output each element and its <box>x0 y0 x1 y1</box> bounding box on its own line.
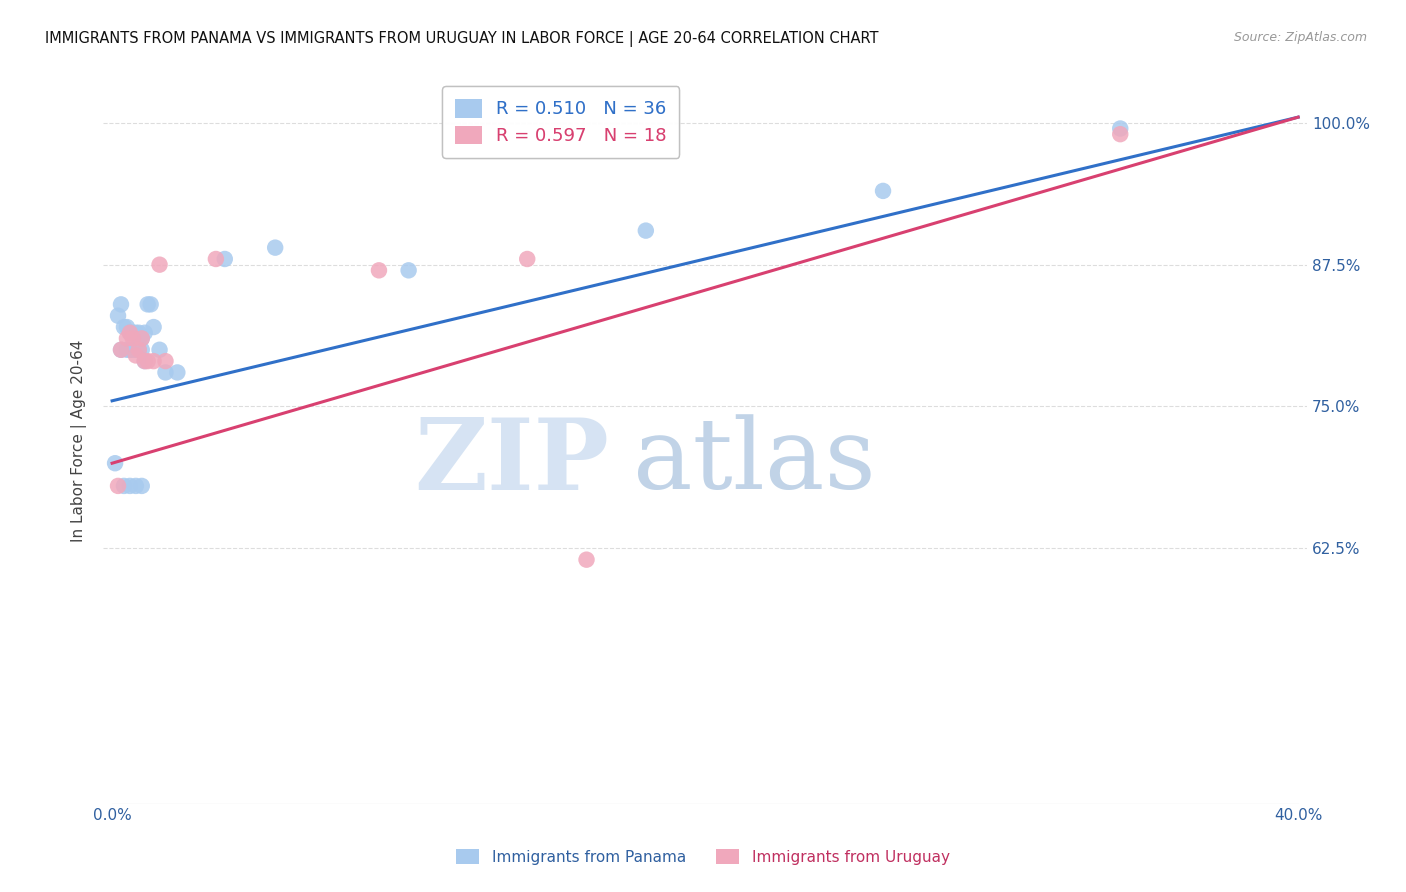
Point <box>110 343 132 357</box>
Point <box>112 479 135 493</box>
Point <box>110 297 132 311</box>
Text: ZIP: ZIP <box>413 414 609 511</box>
Point <box>398 263 420 277</box>
Point <box>131 331 153 345</box>
Point <box>110 343 132 357</box>
Point <box>118 326 141 340</box>
Point <box>115 320 138 334</box>
Point <box>115 331 138 345</box>
Point <box>118 326 141 340</box>
Text: Source: ZipAtlas.com: Source: ZipAtlas.com <box>1233 31 1367 45</box>
Point <box>107 309 129 323</box>
Point <box>264 241 287 255</box>
Point <box>205 252 228 266</box>
Point <box>107 479 129 493</box>
Point <box>166 366 188 380</box>
Point <box>1109 127 1132 141</box>
Point <box>121 343 143 357</box>
Point <box>134 354 156 368</box>
Point <box>121 331 143 345</box>
Point <box>136 297 159 311</box>
Point <box>115 343 138 357</box>
Point <box>516 252 538 266</box>
Point <box>155 354 177 368</box>
Point <box>104 456 127 470</box>
Y-axis label: In Labor Force | Age 20-64: In Labor Force | Age 20-64 <box>72 339 87 541</box>
Legend: R = 0.510   N = 36, R = 0.597   N = 18: R = 0.510 N = 36, R = 0.597 N = 18 <box>441 87 679 158</box>
Point <box>131 479 153 493</box>
Point <box>1109 121 1132 136</box>
Point <box>118 479 141 493</box>
Point <box>121 326 143 340</box>
Point <box>128 343 150 357</box>
Point <box>128 331 150 345</box>
Point <box>112 320 135 334</box>
Point <box>155 366 177 380</box>
Point <box>872 184 894 198</box>
Point <box>148 258 170 272</box>
Point <box>125 343 148 357</box>
Legend: Immigrants from Panama, Immigrants from Uruguay: Immigrants from Panama, Immigrants from … <box>450 843 956 871</box>
Point <box>125 479 148 493</box>
Point <box>575 552 598 566</box>
Point <box>139 297 162 311</box>
Point <box>125 326 148 340</box>
Point <box>134 326 156 340</box>
Point <box>131 343 153 357</box>
Point <box>136 354 159 368</box>
Point <box>125 348 148 362</box>
Point <box>142 354 165 368</box>
Point <box>118 343 141 357</box>
Point <box>134 354 156 368</box>
Point <box>634 224 657 238</box>
Text: atlas: atlas <box>633 415 876 510</box>
Point <box>128 343 150 357</box>
Point <box>142 320 165 334</box>
Point <box>214 252 236 266</box>
Point <box>128 326 150 340</box>
Point <box>148 343 170 357</box>
Point <box>368 263 391 277</box>
Text: IMMIGRANTS FROM PANAMA VS IMMIGRANTS FROM URUGUAY IN LABOR FORCE | AGE 20-64 COR: IMMIGRANTS FROM PANAMA VS IMMIGRANTS FRO… <box>45 31 879 47</box>
Point <box>131 331 153 345</box>
